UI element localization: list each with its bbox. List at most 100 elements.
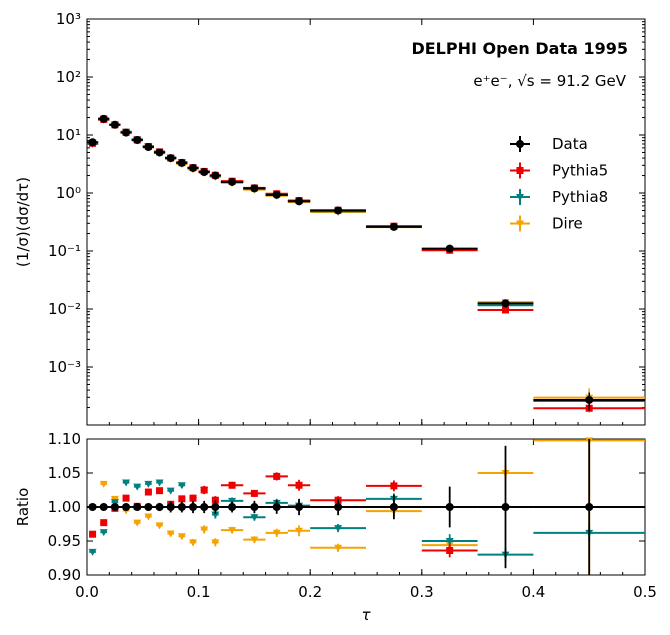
pythia8-ratio-point — [155, 479, 164, 487]
data-point — [189, 163, 198, 172]
dire-ratio-point — [228, 527, 237, 535]
x-tick-label: 0.5 — [633, 583, 657, 601]
dire-ratio-point — [133, 519, 142, 527]
data-ratio-point — [445, 503, 454, 511]
ratio-tick-label: 1.10 — [48, 430, 81, 448]
data-ratio-point — [334, 503, 343, 511]
data-ratio-point — [177, 503, 186, 511]
legend-marker-data — [516, 140, 524, 148]
x-tick-label: 0.4 — [521, 583, 545, 601]
data-point — [133, 135, 142, 144]
data-point — [228, 177, 237, 186]
pythia8-ratio-point — [177, 482, 186, 490]
ratio-series-pythia8 — [88, 479, 645, 562]
y-tick-label: 10⁰ — [56, 184, 81, 202]
dire-ratio-point — [166, 530, 175, 538]
data-point — [166, 154, 175, 163]
dire-ratio-point — [177, 533, 186, 541]
chart-title: DELPHI Open Data 1995 — [411, 39, 628, 58]
pythia8-ratio-point — [144, 480, 153, 488]
legend-label-pythia8: Pythia8 — [552, 188, 608, 206]
data-ratio-point — [88, 503, 97, 511]
ratio-panel: 0.0 0.1 0.2 0.3 0.4 0.5 1.10 1.05 1.00 0.95 0.90 — [48, 430, 657, 601]
dire-ratio-point — [155, 522, 164, 530]
pythia5-point — [502, 306, 509, 314]
pythia5-ratio-point — [273, 472, 281, 480]
data-ratio-point — [585, 503, 594, 511]
pythia8-ratio-point — [228, 497, 237, 505]
pythia8-ratio-point — [122, 479, 131, 487]
ratio-tick-label: 0.90 — [48, 566, 81, 584]
data-ratio-point — [272, 503, 281, 511]
data-ratio-point — [122, 503, 131, 511]
dire-ratio-point — [144, 513, 153, 521]
data-point — [122, 128, 131, 137]
data-ratio-point — [389, 503, 398, 511]
pythia5-ratio-point — [189, 494, 197, 502]
legend-marker-pythia8 — [516, 194, 524, 201]
y-axis-label: (1/σ)(dσ/dτ) — [14, 177, 32, 267]
legend: Data Pythia5 Pythia8 Dire — [510, 135, 608, 233]
data-point — [501, 299, 510, 308]
legend-marker-dire — [516, 220, 524, 228]
chart-subtitle: e⁺e⁻, √s = 91.2 GeV — [473, 72, 626, 90]
y-tick-label: 10⁻² — [48, 300, 81, 318]
ratio-series-data — [87, 439, 645, 575]
legend-label-data: Data — [552, 135, 588, 153]
x-axis-label: τ — [361, 606, 371, 624]
pythia5-ratio-point — [200, 486, 208, 494]
data-point — [200, 168, 209, 177]
series-data — [87, 114, 645, 411]
data-point — [585, 395, 594, 404]
pythia8-ratio-point — [99, 529, 108, 537]
pythia8-ratio-point — [334, 525, 343, 533]
pythia8-ratio-point — [110, 499, 119, 507]
ratio-axis-label: Ratio — [14, 488, 32, 527]
pythia5-ratio-point — [156, 487, 164, 495]
y-tick-label: 10⁻¹ — [48, 242, 81, 260]
data-ratio-point — [155, 503, 164, 511]
y-tick-label: 10³ — [56, 10, 81, 28]
data-point — [155, 148, 164, 157]
data-ratio-point — [295, 503, 304, 511]
data-point — [272, 190, 281, 199]
data-ratio-point — [200, 503, 209, 511]
dire-ratio-point — [200, 526, 209, 534]
dire-ratio-point — [295, 527, 304, 535]
dire-ratio-point — [189, 539, 198, 547]
ratio-tick-label: 1.05 — [48, 464, 81, 482]
data-point — [144, 143, 153, 152]
data-point — [177, 158, 186, 167]
pythia8-ratio-point — [250, 514, 259, 522]
legend-marker-pythia5 — [516, 167, 524, 174]
data-point — [389, 222, 398, 231]
data-point — [110, 120, 119, 129]
data-ratio-point — [144, 503, 153, 511]
top-panel-frame — [86, 18, 646, 426]
top-panel: 10³ 10² 10¹ 10⁰ 10⁻¹ 10⁻² 10⁻³ — [48, 10, 646, 426]
pythia5-ratio-point — [89, 530, 97, 538]
x-tick-label: 0.3 — [410, 583, 434, 601]
pythia5-ratio-point — [228, 481, 236, 489]
pythia5-ratio-point — [446, 547, 454, 555]
x-tick-label: 0.2 — [298, 583, 322, 601]
dire-ratio-point — [211, 539, 220, 547]
dire-ratio-point — [250, 536, 259, 544]
y-tick-label: 10⁻³ — [48, 358, 81, 376]
x-tick-label: 0.0 — [75, 583, 99, 601]
data-ratio-point — [211, 503, 220, 511]
pythia5-ratio-point — [295, 481, 303, 489]
y-tick-label: 10² — [56, 68, 81, 86]
pythia8-ratio-point — [88, 548, 97, 556]
legend-label-pythia5: Pythia5 — [552, 162, 608, 180]
data-point — [445, 244, 454, 253]
pythia8-ratio-point — [133, 483, 142, 491]
data-point — [295, 197, 304, 206]
data-ratio-point — [501, 503, 510, 511]
dire-ratio-point — [272, 529, 281, 537]
pythia5-ratio-point — [144, 488, 152, 496]
data-ratio-point — [133, 503, 142, 511]
data-ratio-point — [250, 503, 259, 511]
pythia5-ratio-point — [122, 494, 130, 502]
